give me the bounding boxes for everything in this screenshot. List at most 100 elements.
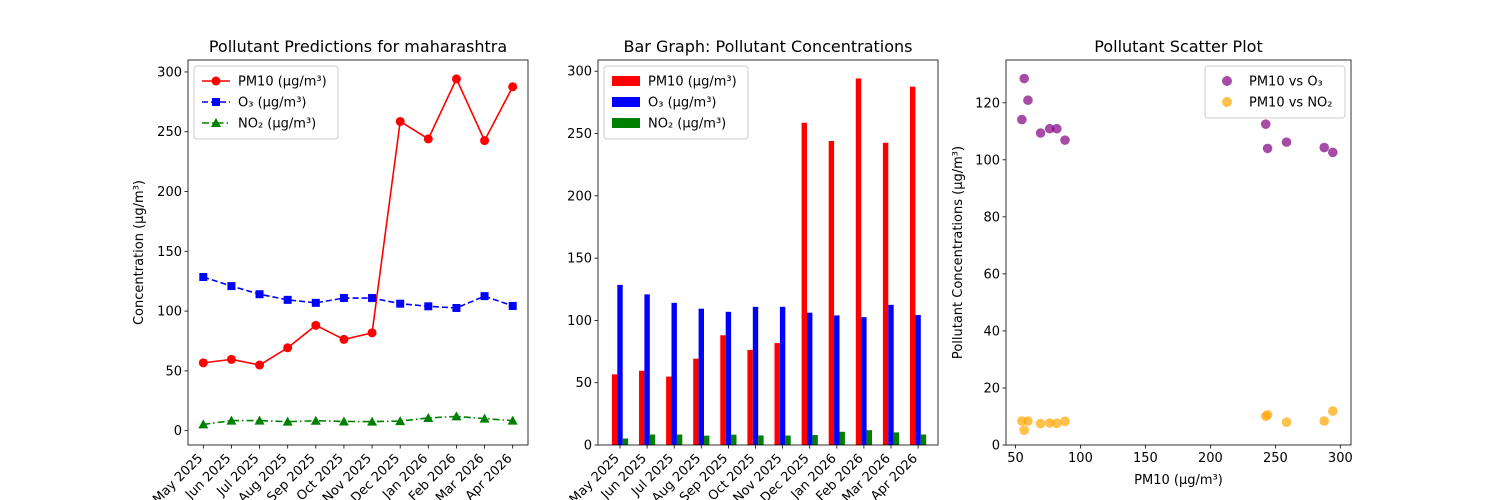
data-point xyxy=(395,116,405,126)
legend-swatch xyxy=(612,76,640,86)
y-tick-label: 50 xyxy=(575,376,592,391)
chart-title: Pollutant Scatter Plot xyxy=(1094,37,1262,56)
y-tick-label: 300 xyxy=(567,65,592,80)
bar xyxy=(807,312,813,445)
data-point xyxy=(198,419,209,429)
legend-marker xyxy=(211,118,221,127)
x-tick-label: 300 xyxy=(1328,451,1353,466)
y-tick-label: 200 xyxy=(567,189,592,204)
bar xyxy=(774,343,780,445)
x-tick-label: 50 xyxy=(1007,451,1024,466)
scatter-point xyxy=(1281,417,1292,427)
x-tick-label: 250 xyxy=(1263,451,1288,466)
y-tick-label: 100 xyxy=(157,305,182,320)
scatter-point xyxy=(1052,123,1062,134)
bar xyxy=(839,431,845,445)
scatter-point xyxy=(1019,425,1029,435)
series-line xyxy=(203,276,513,309)
data-point xyxy=(423,134,433,144)
x-tick-label: 200 xyxy=(1198,451,1223,466)
scatter-point xyxy=(1023,95,1033,106)
bar xyxy=(676,434,683,445)
bar xyxy=(666,376,672,445)
y-tick-label: 200 xyxy=(157,185,182,200)
series-line xyxy=(203,415,513,426)
scatter-chart: 0 20 40 60 80 100 120 50 100 150 200 250 300 Pollutan… xyxy=(951,37,1353,488)
bar xyxy=(801,122,807,446)
x-tick-label: 100 xyxy=(1068,451,1093,466)
bar xyxy=(779,306,786,445)
y-axis-label: Concentration (µg/m³) xyxy=(132,180,147,325)
series-line xyxy=(203,76,514,366)
data-point xyxy=(255,360,265,370)
data-point xyxy=(508,82,518,92)
bar xyxy=(866,430,872,445)
data-point xyxy=(198,358,208,368)
bar xyxy=(731,434,737,445)
data-point xyxy=(452,303,461,312)
scatter-point xyxy=(1044,123,1055,134)
legend-marker xyxy=(212,98,220,106)
scatter-point xyxy=(1281,137,1292,147)
y-tick-label: 0 xyxy=(584,439,592,454)
scatter-point xyxy=(1328,147,1338,158)
bar xyxy=(649,434,656,445)
data-point xyxy=(338,416,349,426)
data-point xyxy=(451,411,462,421)
scatter-point xyxy=(1262,143,1273,154)
chart-title: Pollutant Predictions for maharashtra xyxy=(209,37,507,56)
data-point xyxy=(451,74,461,84)
y-tick-label: 100 xyxy=(567,314,592,329)
data-point xyxy=(311,298,320,307)
y-tick-label: 0 xyxy=(174,424,182,439)
legend-marker xyxy=(1222,76,1232,86)
bar xyxy=(920,434,927,445)
bar xyxy=(828,140,835,445)
data-point xyxy=(311,320,321,330)
data-point xyxy=(254,415,265,425)
scatter-point xyxy=(1017,416,1027,426)
legend-box xyxy=(193,65,339,140)
legend-label: O₃ (µg/m³) xyxy=(238,96,307,111)
legend-swatch xyxy=(612,97,640,107)
scatter-point xyxy=(1035,128,1046,138)
scatter-point xyxy=(1044,418,1055,428)
bar xyxy=(888,304,894,445)
y-tick-label: 250 xyxy=(567,127,592,142)
bar xyxy=(617,284,623,445)
bar xyxy=(622,438,629,445)
bar xyxy=(758,435,764,445)
y-tick-label: 0 xyxy=(992,439,1000,454)
legend-label: NO₂ (µg/m³) xyxy=(238,117,316,132)
scatter-point xyxy=(1060,135,1070,145)
bar xyxy=(861,317,867,445)
data-point xyxy=(507,415,518,425)
bar xyxy=(785,435,791,445)
scatter-point xyxy=(1260,411,1271,421)
data-point xyxy=(199,273,208,282)
bar xyxy=(671,302,677,445)
x-axis-label: PM10 (µg/m³) xyxy=(1134,473,1223,488)
bar xyxy=(698,308,704,445)
legend-label: PM10 (µg/m³) xyxy=(648,75,737,90)
y-tick-label: 120 xyxy=(975,96,1000,111)
legend-label: NO₂ (µg/m³) xyxy=(648,117,726,132)
data-point xyxy=(339,334,349,344)
scatter-point xyxy=(1319,416,1330,426)
y-axis-label: Pollutant Concentrations (µg/m³) xyxy=(951,146,966,359)
data-point xyxy=(255,290,264,299)
bar xyxy=(704,435,710,445)
plot-frame xyxy=(1005,59,1352,446)
data-point xyxy=(283,295,292,304)
legend-swatch xyxy=(612,118,640,128)
bar xyxy=(752,306,759,445)
data-point xyxy=(368,294,377,303)
data-point xyxy=(480,292,489,301)
y-tick-label: 150 xyxy=(157,245,182,260)
data-point xyxy=(423,412,434,422)
data-point xyxy=(282,416,293,426)
data-point xyxy=(367,416,378,426)
data-point xyxy=(396,299,405,308)
